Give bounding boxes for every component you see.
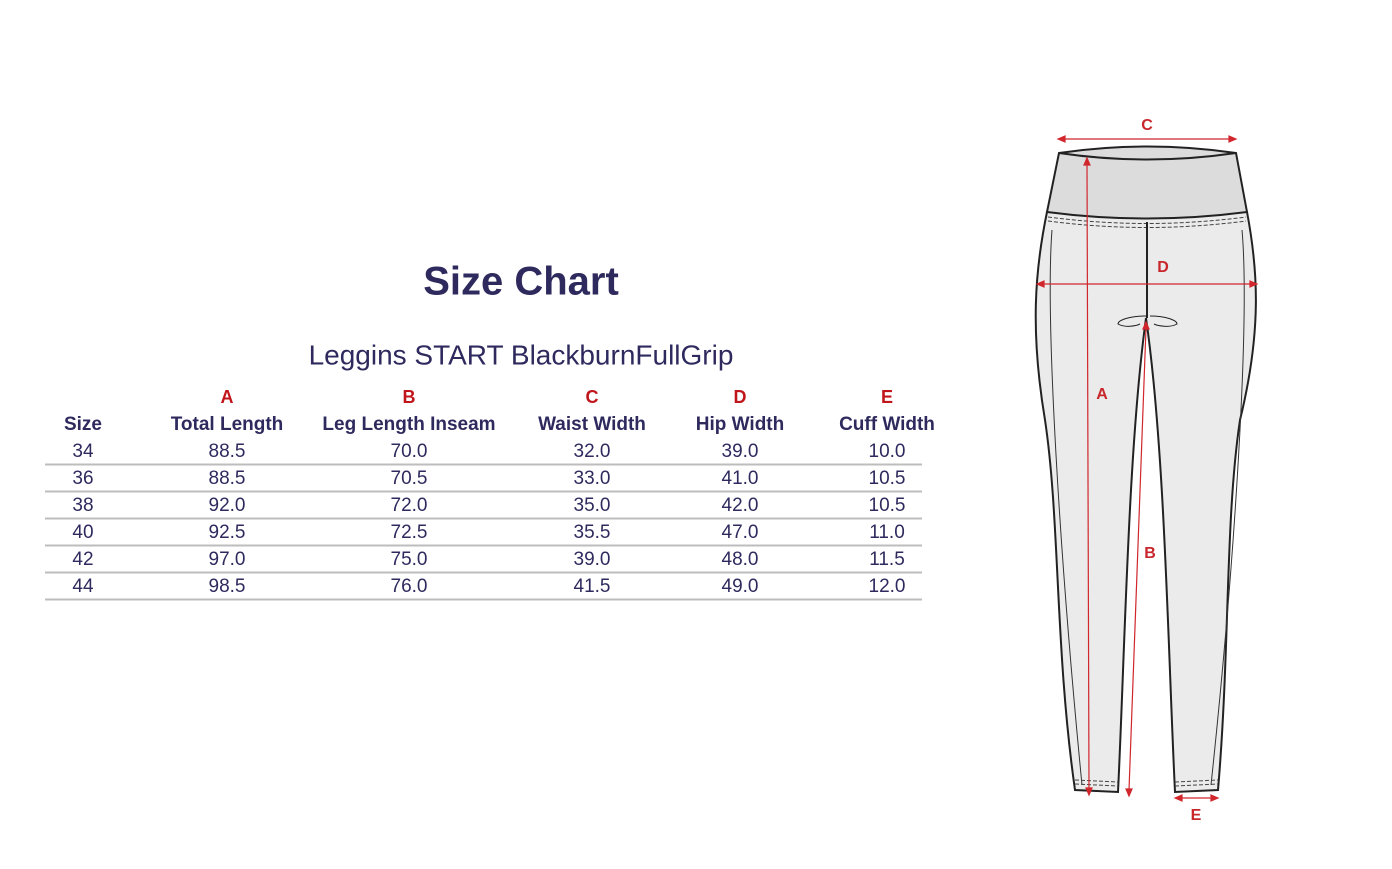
table-cell: 38 [72, 495, 93, 516]
table-cell: 41.5 [574, 576, 611, 597]
table-cell: 47.0 [722, 522, 759, 543]
column-header: Cuff Width [839, 414, 935, 435]
column-letter: E [881, 387, 893, 407]
table-cell: 44 [72, 576, 94, 597]
diagram-label: C [1141, 117, 1153, 134]
table-cell: 12.0 [869, 576, 906, 597]
table-cell: 97.0 [209, 549, 246, 570]
table-cell: 10.5 [869, 495, 906, 516]
diagram-label: A [1096, 386, 1108, 403]
table-cell: 39.0 [574, 549, 611, 570]
table-cell: 88.5 [209, 468, 246, 489]
column-header: Size [64, 414, 102, 435]
column-letter: C [586, 387, 599, 407]
table-cell: 42.0 [722, 495, 759, 516]
table-cell: 72.5 [391, 522, 428, 543]
leggings-diagram: C D A B E [1034, 117, 1259, 824]
table-cell: 10.5 [869, 468, 906, 489]
table-cell: 11.5 [869, 549, 905, 570]
table-cell: 92.0 [209, 495, 246, 516]
table-cell: 70.5 [391, 468, 428, 489]
table-cell: 33.0 [574, 468, 611, 489]
table-cell: 11.0 [869, 522, 905, 543]
table-cell: 35.5 [574, 522, 611, 543]
column-letter: D [734, 387, 747, 407]
column-header: Hip Width [696, 414, 784, 435]
column-header: Leg Length Inseam [322, 414, 495, 435]
subtitle: Leggins START BlackburnFullGrip [309, 339, 734, 370]
table-cell: 92.5 [209, 522, 246, 543]
column-letter: B [403, 387, 416, 407]
table-cell: 49.0 [722, 576, 759, 597]
table-cell: 36 [72, 468, 93, 489]
diagram-label: E [1191, 807, 1202, 824]
column-letter: A [221, 387, 234, 407]
table-cell: 42 [72, 549, 93, 570]
column-header: Waist Width [538, 414, 646, 435]
table: A B C D E Size Total Length Leg Length Inseam Wa… [45, 387, 935, 601]
table-cell: 39.0 [722, 441, 759, 462]
table-cell: 35.0 [574, 495, 611, 516]
column-header: Total Length [171, 414, 284, 435]
table-cell: 88.5 [209, 441, 246, 462]
table-cell: 48.0 [722, 549, 759, 570]
table-cell: 75.0 [391, 549, 428, 570]
table-cell: 41.0 [722, 468, 759, 489]
table-cell: 40 [72, 522, 93, 543]
table-cell: 10.0 [869, 441, 906, 462]
table-cell: 70.0 [391, 441, 428, 462]
table-cell: 72.0 [391, 495, 428, 516]
table-cell: 34 [72, 441, 94, 462]
diagram-label: D [1157, 259, 1169, 276]
diagram-label: B [1144, 545, 1156, 562]
title: Size Chart [423, 260, 619, 304]
table-cell: 76.0 [391, 576, 428, 597]
table-cell: 98.5 [209, 576, 246, 597]
table-cell: 32.0 [574, 441, 611, 462]
